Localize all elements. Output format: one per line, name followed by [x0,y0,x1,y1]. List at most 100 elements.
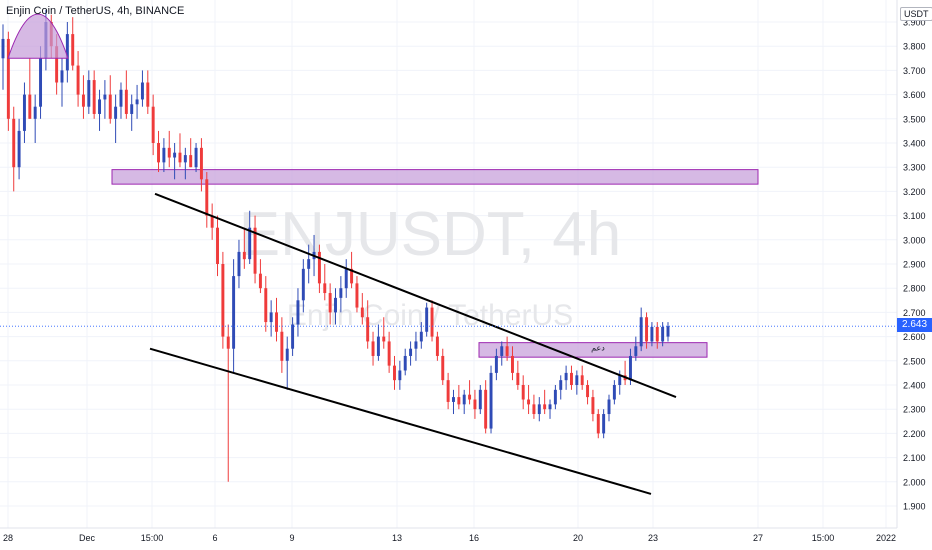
candle [548,399,552,419]
candle [22,82,26,143]
candle [334,288,337,325]
candle-body [81,94,85,107]
price-tick-label: 3.500 [903,114,926,124]
candle [468,380,472,405]
candle [33,94,37,143]
candle [457,385,461,410]
candle [393,355,396,390]
candle-body [339,288,343,298]
candle [194,143,198,173]
candle [602,409,606,439]
candle-body [612,385,616,400]
candle-body [564,372,568,381]
candle [489,365,493,434]
candle [371,331,375,366]
candle-body [425,307,429,332]
price-tick-label: 2.800 [903,284,926,294]
candle [28,58,32,119]
candle [580,365,584,390]
candle-body [500,346,504,356]
candle-body [435,336,439,356]
candle-body [232,276,236,349]
candle-body [55,46,59,83]
candle-body [414,341,418,349]
candle [226,324,230,482]
candle [403,348,407,376]
candle [216,215,219,277]
candle [17,118,21,180]
candle-body [602,414,606,434]
price-tick-label: 2.600 [903,332,926,342]
price-tick-label: 2.900 [903,260,926,270]
price-axis-background [897,0,932,550]
candle [645,312,649,349]
candle-body [178,152,182,163]
candle [65,22,69,83]
time-tick-label: 15:00 [141,533,164,543]
candle-body [189,155,193,168]
candle-body [655,326,659,342]
candle-body [661,326,665,342]
candle-body [269,312,273,323]
candle-body [103,94,107,100]
candle [275,297,278,342]
candle [527,385,531,415]
candle [135,84,139,119]
price-tick-label: 3.100 [903,211,926,221]
time-axis-background [0,528,932,550]
candle [157,130,160,173]
candle-body [446,380,450,402]
candle-body [371,341,375,356]
candle-body [553,389,557,405]
candle-body [468,394,472,400]
price-tick-label: 2.400 [903,381,926,391]
candle [478,385,482,415]
candle-body [666,326,670,337]
time-tick-label: 9 [289,533,294,543]
candle-body [430,307,434,337]
candle-body [280,331,284,361]
candle-body [360,307,364,318]
candle-body [650,326,654,342]
price-tick-label: 3.700 [903,66,926,76]
candle-body [60,70,64,83]
candle [253,215,257,284]
candle-body [87,80,91,107]
candle-body [409,348,413,356]
candle-body [307,259,311,269]
time-tick-label: 13 [392,533,402,543]
candle [114,94,118,143]
time-tick-label: 6 [212,533,217,543]
candle-body [462,394,466,405]
candle [339,276,343,313]
candle-body [226,336,230,349]
candle [162,138,166,173]
price-tick-label: 3.900 [903,18,926,28]
candle-body [532,404,536,415]
candle [586,380,590,405]
candle [425,302,429,337]
candle-body [130,104,134,114]
candle [205,172,209,228]
candle-body [628,355,632,381]
candle-body [494,355,498,373]
candle [130,94,134,131]
currency-badge[interactable]: USDT [900,7,932,21]
candle-body [350,268,354,284]
candle [446,372,450,410]
price-tick-label: 2.200 [903,429,926,439]
candle [569,365,573,390]
price-tick-label: 3.200 [903,187,926,197]
annotations [7,13,69,59]
candle-body [253,227,257,274]
candle [543,389,547,415]
candle-body [194,147,198,168]
candle [435,331,439,361]
candle [607,394,611,422]
candle-body [645,317,649,342]
candle [500,341,504,366]
candle-body [76,65,80,95]
price-tick-label: 3.800 [903,42,926,52]
candle [537,397,541,422]
